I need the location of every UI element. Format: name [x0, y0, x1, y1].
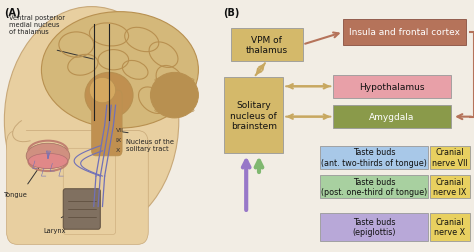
FancyBboxPatch shape — [320, 213, 428, 241]
FancyBboxPatch shape — [344, 20, 466, 45]
FancyBboxPatch shape — [430, 213, 470, 241]
Text: Hypothalamus: Hypothalamus — [359, 82, 425, 91]
Text: X: X — [116, 147, 120, 152]
FancyBboxPatch shape — [333, 76, 451, 98]
Ellipse shape — [26, 144, 70, 169]
Text: Cranial
nerve VII: Cranial nerve VII — [432, 148, 467, 167]
Text: (A): (A) — [4, 8, 21, 18]
FancyBboxPatch shape — [225, 78, 283, 154]
FancyBboxPatch shape — [320, 146, 428, 169]
Text: Ventral posterior
medial nucleus
of thalamus: Ventral posterior medial nucleus of thal… — [9, 15, 65, 35]
Text: Solitary
nucleus of
brainstem: Solitary nucleus of brainstem — [230, 101, 277, 131]
Ellipse shape — [41, 13, 199, 129]
Text: Nucleus of the
solitary tract: Nucleus of the solitary tract — [127, 139, 174, 151]
Ellipse shape — [4, 8, 179, 234]
FancyBboxPatch shape — [320, 175, 428, 198]
FancyBboxPatch shape — [63, 189, 100, 229]
Text: Taste buds
(ant. two-thirds of tongue): Taste buds (ant. two-thirds of tongue) — [321, 148, 427, 167]
FancyBboxPatch shape — [91, 91, 122, 156]
FancyBboxPatch shape — [430, 175, 470, 198]
Text: Taste buds
(post. one-third of tongue): Taste buds (post. one-third of tongue) — [321, 177, 427, 196]
Text: Tongue: Tongue — [4, 192, 28, 198]
Text: VII: VII — [116, 127, 124, 132]
Ellipse shape — [28, 154, 68, 169]
FancyBboxPatch shape — [63, 149, 116, 234]
Ellipse shape — [90, 78, 116, 103]
Text: Taste buds
(epiglottis): Taste buds (epiglottis) — [353, 217, 396, 236]
Text: (B): (B) — [223, 8, 239, 18]
PathPatch shape — [13, 121, 30, 142]
Text: VPM of
thalamus: VPM of thalamus — [246, 36, 288, 55]
FancyBboxPatch shape — [430, 146, 470, 169]
Text: Cranial
nerve X: Cranial nerve X — [434, 217, 465, 236]
Ellipse shape — [85, 73, 133, 118]
Text: IX: IX — [116, 137, 122, 142]
Text: Amygdala: Amygdala — [369, 113, 415, 122]
Text: Cranial
nerve IX: Cranial nerve IX — [433, 177, 466, 196]
Text: Larynx: Larynx — [44, 227, 66, 233]
Text: Insula and frontal cortex: Insula and frontal cortex — [349, 28, 460, 37]
FancyBboxPatch shape — [7, 131, 148, 244]
FancyBboxPatch shape — [333, 106, 451, 129]
Ellipse shape — [150, 73, 199, 118]
FancyBboxPatch shape — [231, 29, 302, 62]
